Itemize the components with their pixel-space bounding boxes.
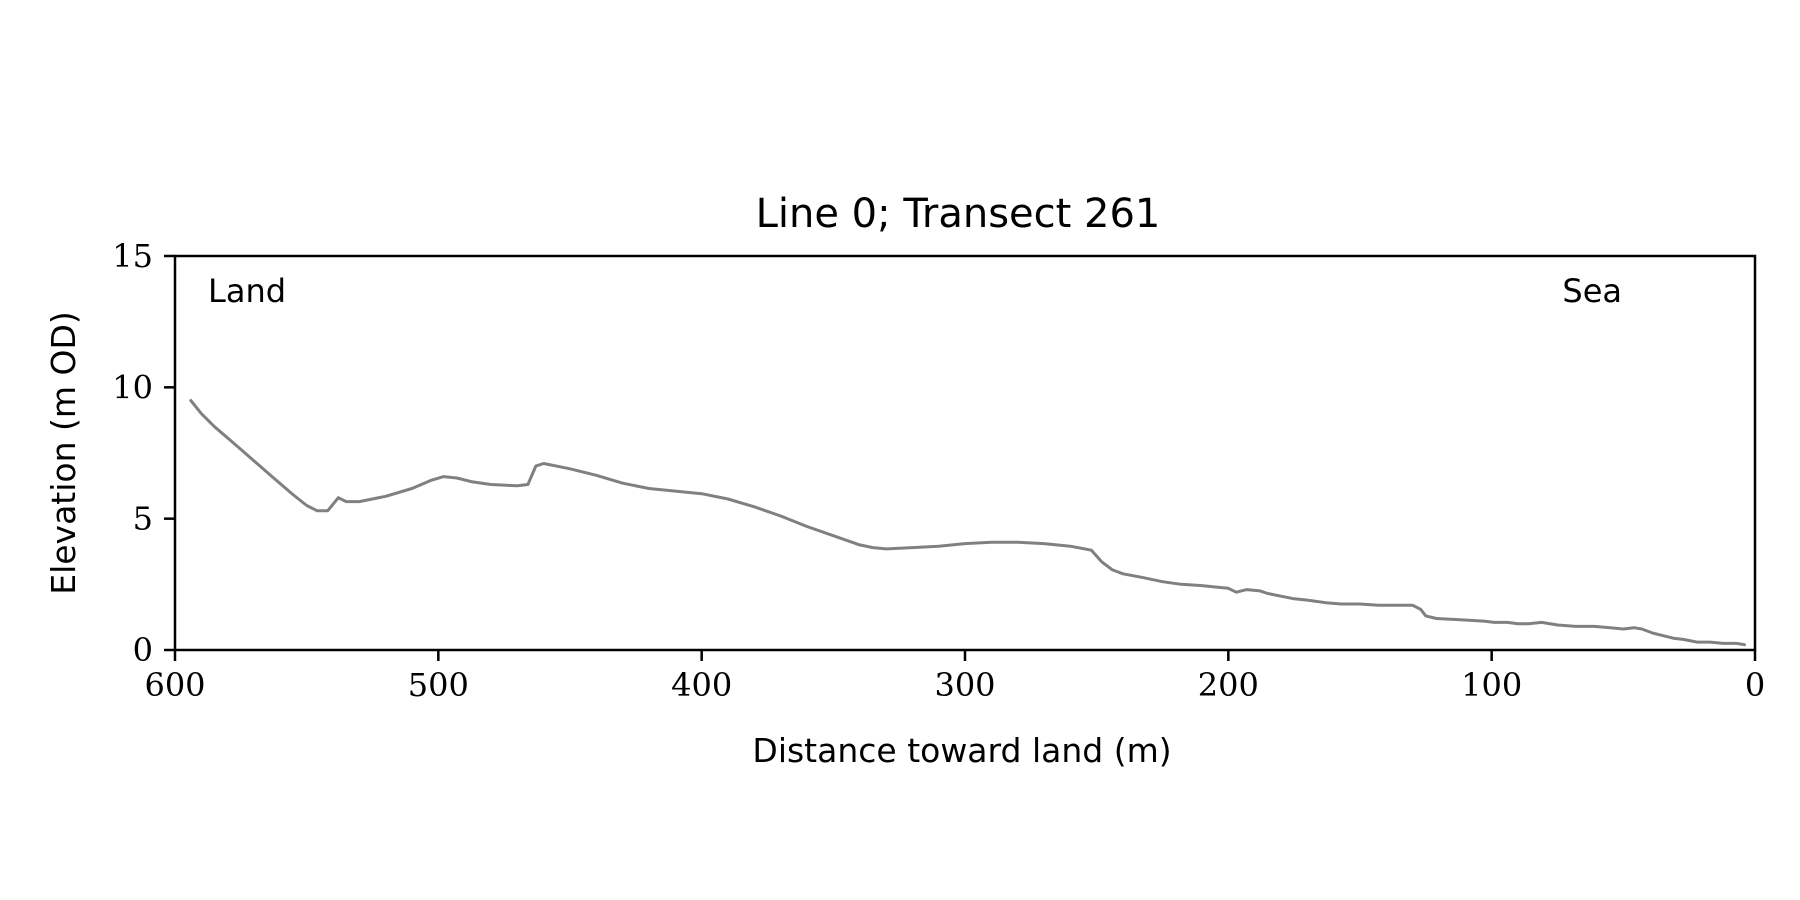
x-tick-label: 300 bbox=[934, 666, 995, 704]
x-tick-label: 400 bbox=[671, 666, 732, 704]
y-axis: 0 5 10 15 bbox=[112, 237, 175, 669]
sea-annotation: Sea bbox=[1562, 272, 1622, 310]
axes-frame bbox=[173, 254, 1757, 652]
y-tick-label: 15 bbox=[112, 237, 153, 275]
x-tick-label: 0 bbox=[1745, 666, 1765, 704]
x-tick-label: 100 bbox=[1461, 666, 1522, 704]
x-tick-label: 500 bbox=[408, 666, 469, 704]
y-tick-label: 10 bbox=[112, 368, 153, 406]
land-annotation: Land bbox=[208, 272, 286, 310]
y-tick-label: 5 bbox=[133, 500, 153, 538]
x-axis: 600 500 400 300 200 100 0 bbox=[144, 650, 1765, 704]
x-tick-label: 200 bbox=[1198, 666, 1259, 704]
y-tick-label: 0 bbox=[133, 631, 153, 669]
chart-title: Line 0; Transect 261 bbox=[756, 191, 1161, 237]
x-axis-label: Distance toward land (m) bbox=[752, 731, 1171, 770]
x-tick-label: 600 bbox=[144, 666, 205, 704]
plot-area bbox=[173, 254, 1757, 652]
elevation-profile-line bbox=[189, 399, 1746, 647]
y-axis-label: Elevation (m OD) bbox=[44, 311, 83, 595]
